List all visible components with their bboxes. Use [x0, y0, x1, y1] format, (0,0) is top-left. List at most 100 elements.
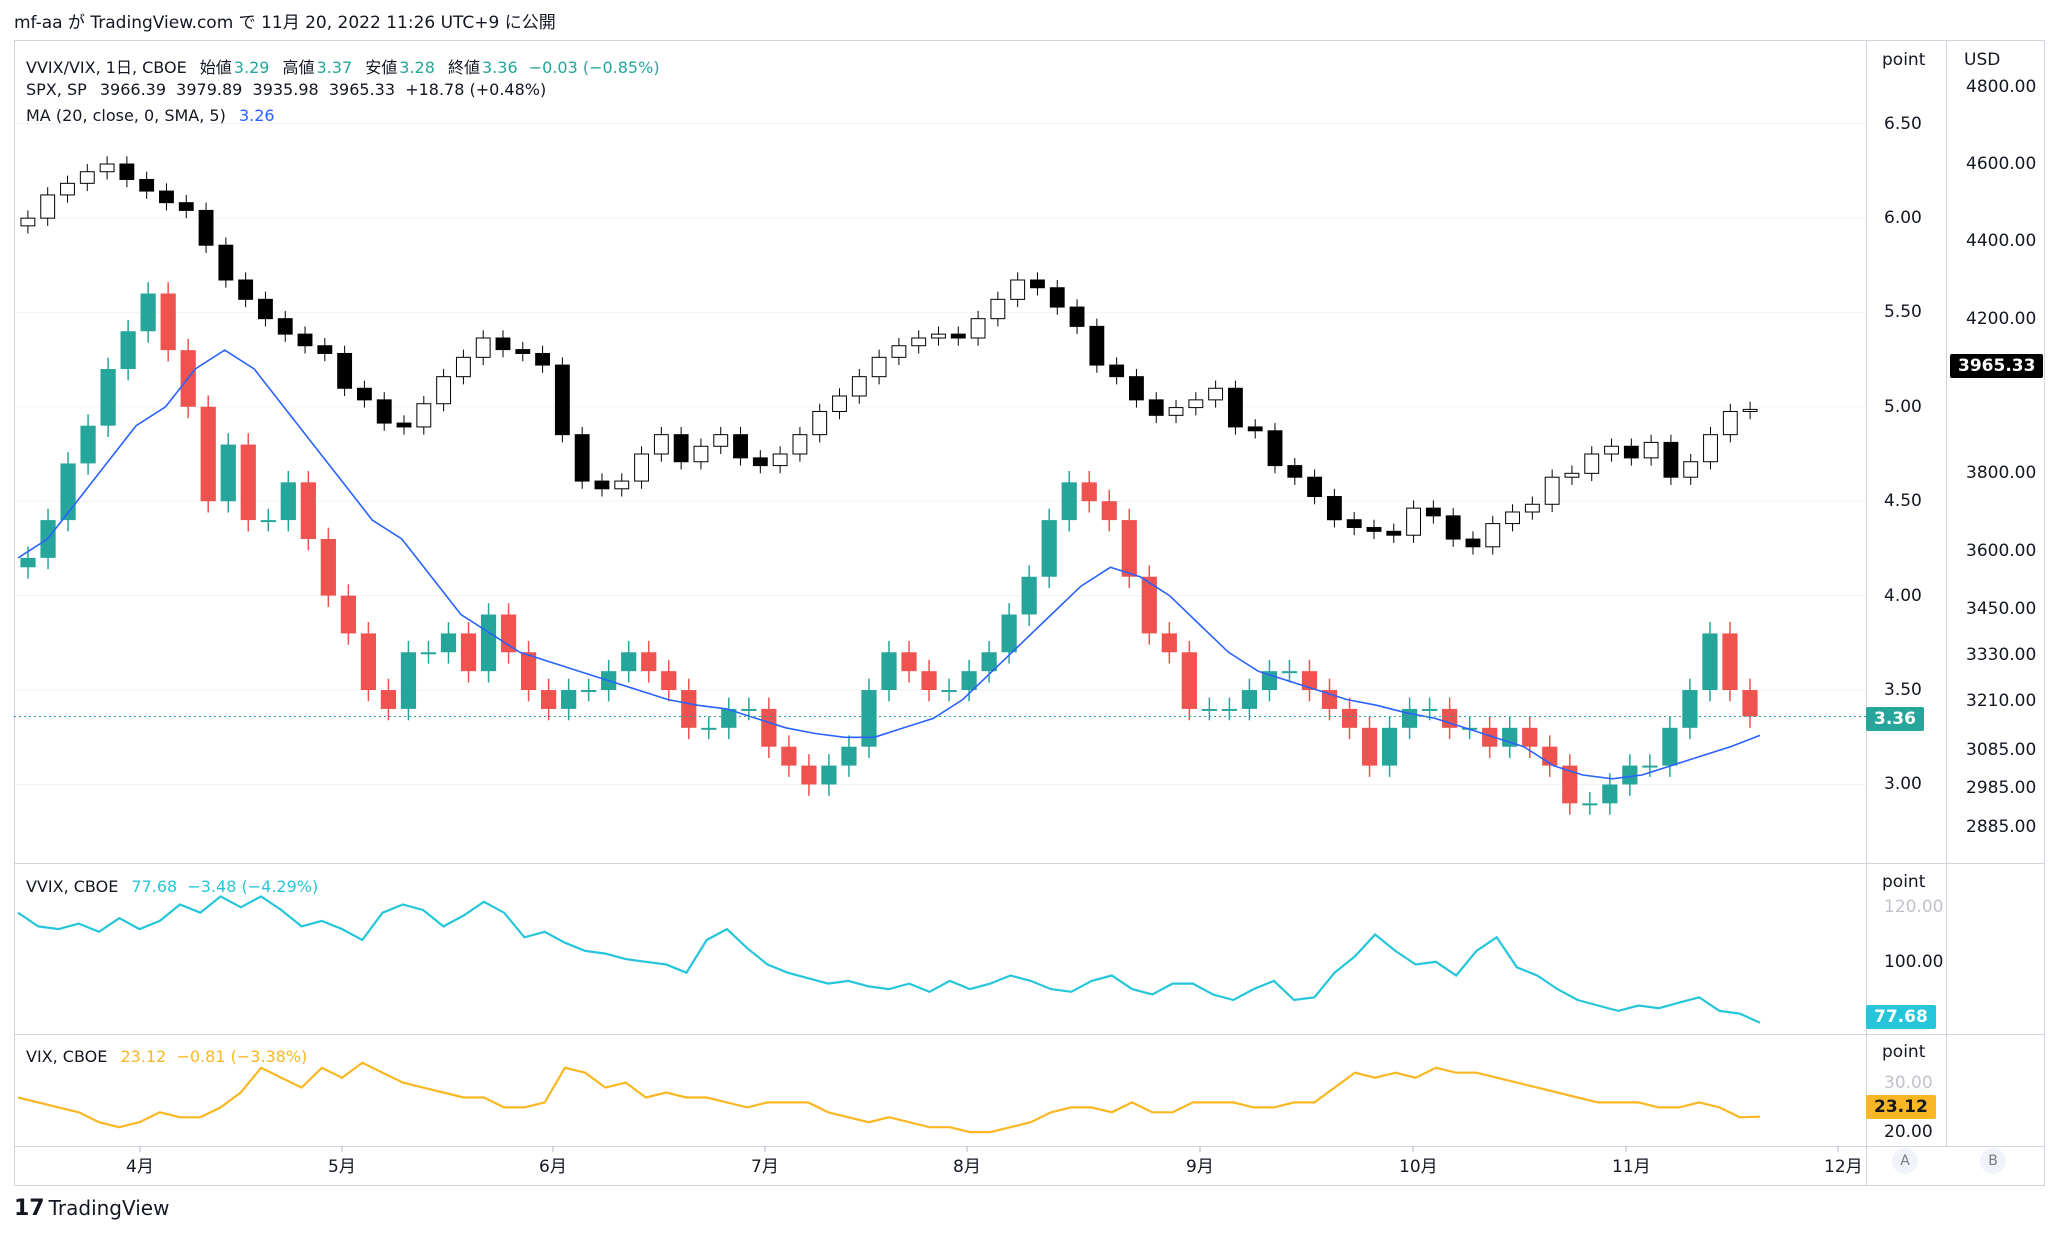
ratio-candle — [100, 369, 116, 426]
spx-candle — [218, 244, 234, 281]
spx-candle — [911, 337, 927, 347]
spx-candle — [1208, 387, 1224, 401]
spx-candle — [20, 217, 36, 227]
vvix-tick-label: 120.00 — [1884, 897, 1944, 918]
spx-candle — [1089, 325, 1105, 366]
ratio-candle — [801, 765, 817, 785]
spx-candle — [1703, 434, 1718, 463]
ma-line — [17, 349, 1761, 780]
spx-candle — [1683, 461, 1699, 478]
ratio-candle — [961, 671, 977, 691]
spx-candle — [475, 337, 491, 358]
usd-tick-label: 4200.00 — [1966, 308, 2037, 329]
month-label: 5月 — [328, 1157, 356, 1177]
ratio-candle — [200, 406, 216, 502]
ratio-candle — [320, 538, 336, 596]
spx-candle — [60, 182, 75, 196]
publish-info: mf-aa が TradingView.com で 11月 20, 2022 1… — [14, 13, 556, 33]
vvix-price-badge: 77.68 — [1866, 1005, 1936, 1029]
spx-candle — [693, 445, 709, 463]
spx-candle — [653, 434, 669, 455]
open-label: 始値 — [199, 58, 232, 77]
footer-brand[interactable]: 17 TradingView — [14, 1196, 169, 1221]
ma-indicator-name[interactable]: MA (20, close, 0, SMA, 5) — [26, 106, 226, 125]
ratio-candle — [941, 690, 957, 693]
vvix-legend: VVIX, CBOE 77.68 −3.48 (−4.29%) — [26, 877, 318, 896]
ratio-candle — [661, 671, 677, 691]
spx-candle — [79, 171, 95, 184]
spx-candle — [436, 376, 452, 405]
spx-candle — [1643, 441, 1659, 459]
ratio-tick-label: 6.00 — [1884, 207, 1922, 228]
chart-frame — [14, 40, 2045, 1186]
spx-candle — [1604, 445, 1619, 455]
ratio-candle — [1582, 803, 1598, 806]
high-label: 高値 — [282, 58, 315, 77]
vix-symbol[interactable]: VIX, CBOE — [26, 1047, 108, 1066]
spx-candle — [198, 209, 214, 246]
spx-candle — [1069, 306, 1085, 327]
spx-candle — [40, 194, 56, 219]
spx-candle — [1742, 408, 1758, 412]
low-value: 3.28 — [399, 58, 435, 77]
spx-candle — [1564, 472, 1580, 478]
spx-candle — [574, 434, 590, 482]
spx-candle — [238, 279, 254, 300]
price-axis-divider-2 — [1946, 40, 1947, 1146]
spx-candle — [178, 202, 194, 211]
ratio-unit-label: point — [1882, 50, 1926, 70]
ratio-candle — [1061, 482, 1077, 521]
vix-tick-label: 30.00 — [1884, 1072, 1933, 1093]
ratio-candle — [621, 652, 637, 672]
high-value: 3.37 — [316, 58, 353, 77]
spx-candle — [1109, 364, 1125, 378]
ratio-candle — [340, 595, 356, 634]
ratio-candle — [1562, 765, 1578, 804]
ratio-candle — [1381, 727, 1398, 766]
ratio-candle — [260, 520, 276, 523]
spx-candle — [772, 453, 788, 467]
spx-candle — [1129, 376, 1144, 401]
spx-candle — [713, 434, 729, 447]
spx-candle — [1247, 426, 1263, 432]
month-label: 8月 — [953, 1157, 981, 1177]
spx-candle — [1445, 515, 1461, 540]
spx-candle — [970, 318, 986, 339]
main-legend-line3: MA (20, close, 0, SMA, 5) 3.26 — [26, 106, 275, 125]
spx-symbol[interactable]: SPX, SP — [26, 80, 87, 99]
ratio-candle — [1201, 708, 1217, 711]
main-symbol[interactable]: VVIX/VIX, 1日, CBOE — [26, 58, 187, 77]
ratio-candle — [1281, 671, 1298, 674]
ratio-candle — [701, 727, 717, 730]
ratio-candle — [20, 557, 36, 568]
auto-scale-button-a[interactable]: A — [1892, 1148, 1918, 1174]
ratio-candle — [1141, 576, 1157, 634]
spx-candle — [119, 163, 135, 180]
spx-candle — [1188, 399, 1204, 409]
spx-candle — [1326, 496, 1342, 521]
spx-candle — [1366, 526, 1382, 532]
ratio-candle — [921, 671, 937, 691]
ratio-candle — [80, 425, 96, 464]
spx-candle — [535, 352, 551, 366]
spx-candle — [356, 387, 372, 401]
ratio-candle — [440, 633, 457, 653]
ratio-candle — [1622, 765, 1638, 785]
ratio-candle — [1301, 671, 1318, 691]
ratio-candle — [1662, 727, 1678, 766]
spx-candle — [1505, 511, 1520, 525]
ratio-candle — [1702, 633, 1718, 691]
vvix-values: 77.68 −3.48 (−4.29%) — [131, 877, 319, 896]
spx-candle — [317, 345, 333, 354]
ratio-candle — [300, 482, 316, 539]
spx-candle — [812, 410, 828, 436]
vvix-symbol[interactable]: VVIX, CBOE — [26, 877, 119, 896]
auto-scale-button-b[interactable]: B — [1980, 1148, 2006, 1174]
spx-candle — [1346, 519, 1362, 528]
ratio-candle — [1482, 727, 1498, 747]
spx-candle — [634, 453, 649, 482]
ratio-candle — [420, 652, 437, 655]
ratio-candle — [1341, 708, 1358, 728]
ratio-candle — [1422, 708, 1438, 711]
low-label: 安値 — [365, 58, 398, 77]
